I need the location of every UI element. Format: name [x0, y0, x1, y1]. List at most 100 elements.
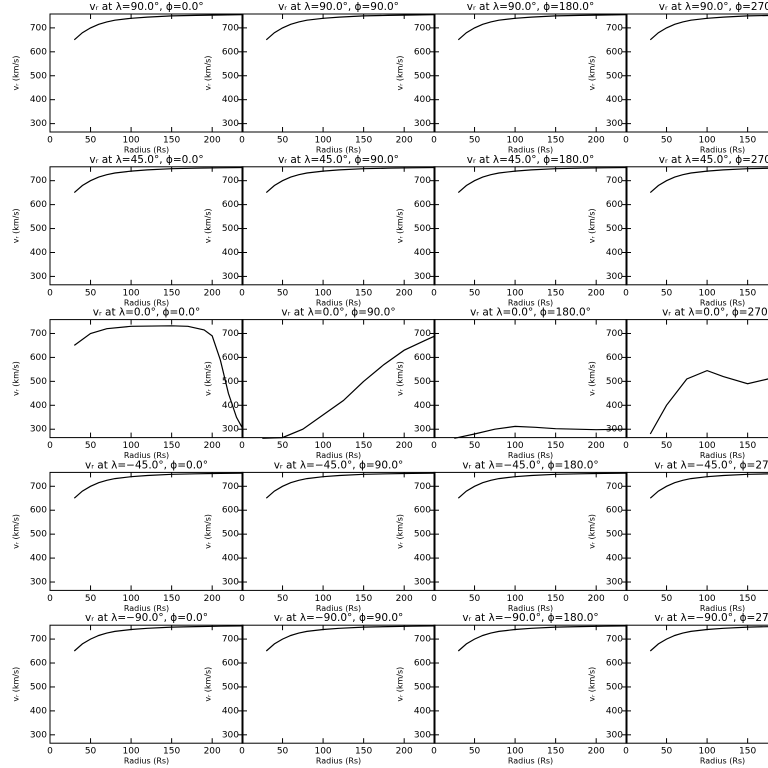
- y-axis-label: vᵣ (km/s): [588, 56, 597, 91]
- y-tick-label: 700: [606, 482, 623, 492]
- x-tick-label: 0: [239, 288, 245, 298]
- y-tick-label: 500: [222, 682, 239, 692]
- plot-frame: [241, 13, 436, 133]
- data-line: [649, 473, 768, 499]
- x-tick-label: 100: [506, 288, 523, 298]
- x-tick-label: 50: [85, 441, 97, 451]
- y-tick-label: 700: [222, 176, 239, 186]
- x-tick-label: 100: [506, 441, 523, 451]
- x-tick-label: 50: [661, 136, 673, 146]
- y-tick-label: 400: [606, 401, 623, 411]
- y-tick-label: 400: [606, 95, 623, 105]
- y-axis-label: vᵣ (km/s): [204, 514, 213, 549]
- x-tick-label: 200: [588, 288, 605, 298]
- x-tick-label: 50: [85, 288, 97, 298]
- y-axis-label: vᵣ (km/s): [12, 56, 21, 91]
- x-tick-label: 150: [355, 747, 372, 757]
- plot-frame: [625, 319, 768, 439]
- panel-title: vᵣ at λ=0.0°, ϕ=90.0°: [281, 307, 395, 319]
- x-tick-label: 150: [547, 441, 564, 451]
- y-tick-label: 500: [222, 530, 239, 540]
- x-axis-label: Radius (Rs): [700, 604, 745, 613]
- x-tick-label: 100: [698, 594, 715, 604]
- x-tick-label: 0: [47, 594, 53, 604]
- y-tick-label: 600: [606, 353, 623, 363]
- plot-frame: [433, 319, 628, 439]
- y-tick-label: 300: [30, 578, 47, 588]
- x-tick-label: 150: [163, 136, 180, 146]
- plot-frame: [49, 624, 244, 744]
- panel: vᵣ at λ=45.0°, ϕ=0.0°0 50 100 150 2003004005…: [12, 154, 244, 307]
- y-tick-label: 300: [414, 425, 431, 435]
- panel-title: vᵣ at λ=45.0°, ϕ=270.0°: [659, 154, 768, 166]
- y-tick-label: 400: [30, 401, 47, 411]
- y-tick-label: 400: [606, 554, 623, 564]
- y-tick-label: 700: [606, 176, 623, 186]
- y-tick-label: 600: [222, 659, 239, 669]
- y-tick-label: 300: [30, 272, 47, 282]
- panel-title: vᵣ at λ=0.0°, ϕ=0.0°: [93, 307, 200, 319]
- data-line: [265, 166, 436, 194]
- plot-frame: [625, 13, 768, 133]
- x-axis-label: Radius (Rs): [508, 451, 553, 460]
- x-tick-label: 50: [85, 747, 97, 757]
- x-tick-label: 100: [698, 136, 715, 146]
- y-tick-label: 400: [222, 95, 239, 105]
- y-tick-label: 500: [606, 682, 623, 692]
- x-tick-label: 100: [506, 747, 523, 757]
- x-axis-label: Radius (Rs): [316, 146, 361, 155]
- y-tick-label: 300: [414, 119, 431, 129]
- x-axis-label: Radius (Rs): [316, 298, 361, 307]
- y-tick-label: 400: [414, 95, 431, 105]
- x-tick-label: 150: [739, 136, 756, 146]
- y-axis-label: vᵣ (km/s): [204, 361, 213, 396]
- x-tick-label: 200: [396, 747, 413, 757]
- x-tick-label: 50: [661, 288, 673, 298]
- x-tick-label: 100: [314, 747, 331, 757]
- x-tick-label: 50: [469, 747, 481, 757]
- x-tick-label: 200: [204, 747, 221, 757]
- x-tick-label: 200: [204, 594, 221, 604]
- plot-frame: [49, 471, 244, 591]
- panel-title: vᵣ at λ=−45.0°, ϕ=90.0°: [274, 459, 404, 471]
- panel: vᵣ at λ=−45.0°, ϕ=0.0°0 50 100 150 200300400…: [12, 459, 244, 613]
- y-tick-label: 400: [30, 248, 47, 258]
- y-tick-label: 300: [414, 730, 431, 740]
- y-tick-label: 300: [606, 425, 623, 435]
- y-tick-label: 300: [30, 425, 47, 435]
- panel: vᵣ at λ=−45.0°, ϕ=180.0°0 50 100 150 2003004…: [396, 459, 628, 613]
- data-line: [265, 14, 436, 41]
- y-tick-label: 700: [30, 635, 47, 645]
- plot-frame: [49, 13, 244, 133]
- x-tick-label: 100: [122, 441, 139, 451]
- data-line: [649, 167, 768, 194]
- x-tick-label: 0: [239, 747, 245, 757]
- x-tick-label: 100: [314, 441, 331, 451]
- x-tick-label: 0: [431, 594, 437, 604]
- x-tick-label: 0: [431, 441, 437, 451]
- data-line: [457, 14, 628, 41]
- y-tick-label: 300: [30, 119, 47, 129]
- y-tick-label: 300: [222, 425, 239, 435]
- x-tick-label: 150: [355, 288, 372, 298]
- x-axis-label: Radius (Rs): [508, 757, 553, 766]
- y-tick-label: 600: [606, 47, 623, 57]
- y-tick-label: 600: [30, 200, 47, 210]
- panel-title: vᵣ at λ=90.0°, ϕ=270.0°: [659, 1, 768, 13]
- y-tick-label: 700: [30, 329, 47, 339]
- y-tick-label: 500: [30, 71, 47, 81]
- x-tick-label: 50: [277, 441, 289, 451]
- x-axis-label: Radius (Rs): [124, 757, 169, 766]
- x-tick-label: 50: [277, 288, 289, 298]
- x-tick-label: 200: [396, 136, 413, 146]
- data-line: [73, 325, 244, 430]
- x-tick-label: 200: [588, 747, 605, 757]
- plot-frame: [49, 166, 244, 286]
- x-tick-label: 50: [661, 594, 673, 604]
- y-tick-label: 700: [606, 23, 623, 33]
- y-tick-label: 700: [222, 482, 239, 492]
- y-tick-label: 300: [606, 578, 623, 588]
- x-tick-label: 100: [698, 441, 715, 451]
- y-axis-label: vᵣ (km/s): [12, 514, 21, 549]
